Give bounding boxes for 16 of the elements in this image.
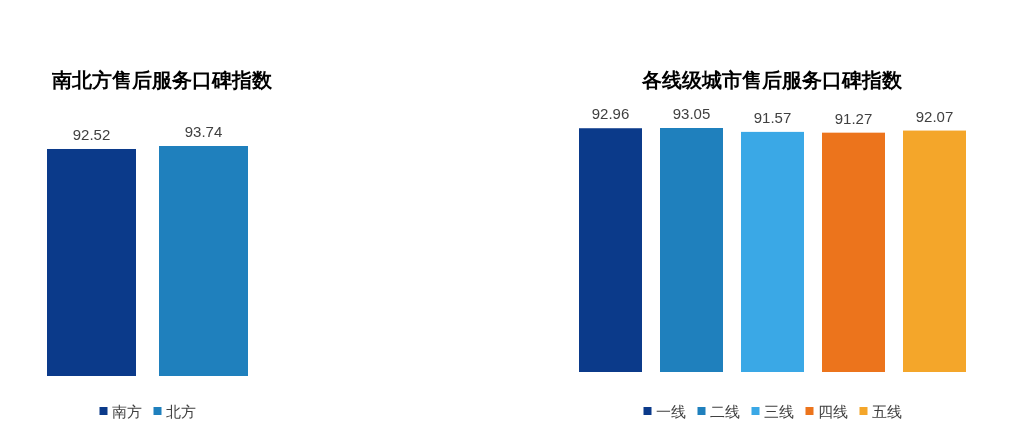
legend-label: 一线 <box>655 403 686 420</box>
legend-label: 五线 <box>871 403 902 420</box>
data-label: 93.74 <box>184 123 223 140</box>
legend-label: 南方 <box>111 403 142 420</box>
legend-label: 四线 <box>817 403 848 420</box>
chart-title: 各线级城市售后服务口碑指数 <box>641 69 903 91</box>
data-label: 91.57 <box>753 108 792 126</box>
legend-label: 二线 <box>709 403 740 420</box>
data-label: 93.05 <box>672 105 711 122</box>
data-label: 92.52 <box>72 125 111 143</box>
chart-title: 南北方售后服务口碑指数 <box>51 69 273 91</box>
data-label: 92.07 <box>915 107 954 125</box>
data-label: 92.96 <box>591 105 630 123</box>
data-label: 91.27 <box>834 109 873 127</box>
legend-label: 北方 <box>165 403 196 420</box>
legend-label: 三线 <box>763 403 794 420</box>
